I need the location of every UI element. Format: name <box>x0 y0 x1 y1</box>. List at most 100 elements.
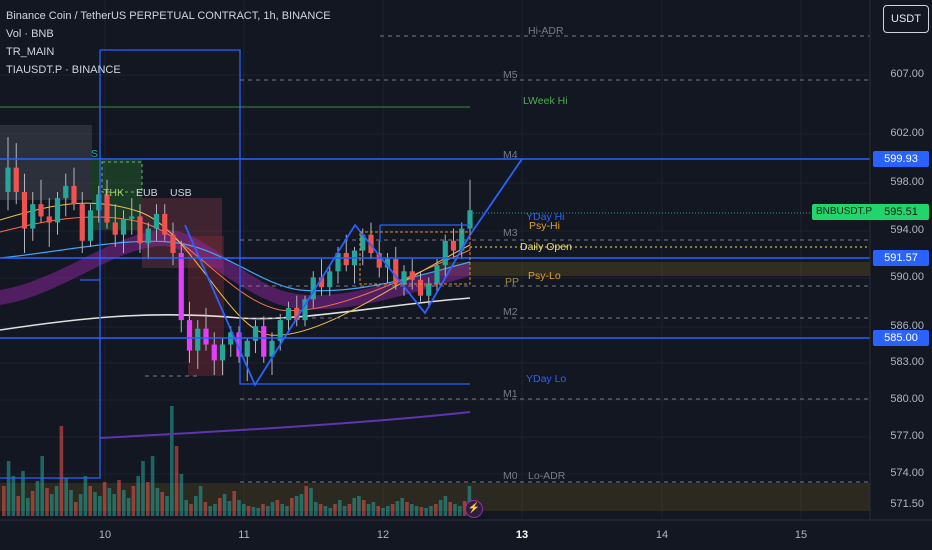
level-m3: M3 <box>503 227 518 239</box>
candle-body <box>162 213 168 235</box>
volume-bar <box>458 506 462 516</box>
candle-body <box>178 253 184 321</box>
volume-bar <box>117 480 121 516</box>
candle-body <box>79 204 85 241</box>
volume-bar <box>270 502 275 516</box>
candle-body <box>186 320 193 351</box>
volume-bar <box>194 496 198 516</box>
volume-bar <box>410 504 414 516</box>
candle-body <box>153 213 160 229</box>
candle-body <box>219 344 226 361</box>
lightning-icon[interactable]: ⚡ <box>465 500 483 518</box>
volume-bar <box>189 504 193 516</box>
volume-bar <box>26 498 30 516</box>
candle-body <box>442 240 448 266</box>
volume-bar <box>328 508 332 516</box>
volume-bar <box>146 482 150 516</box>
candle-body <box>5 167 11 192</box>
level-yday-hi: YDay Hi <box>526 211 565 223</box>
time-tick: 15 <box>794 529 808 541</box>
volume-bar <box>290 498 294 516</box>
candle <box>269 332 275 375</box>
indicator-vol[interactable]: Vol · BNB <box>6 28 54 40</box>
volume-bar <box>376 506 380 516</box>
level-psy-hi: Psy-Hi <box>529 220 560 232</box>
candle-body <box>137 216 143 244</box>
volume-bar <box>390 504 395 516</box>
price-tick: 580.00 <box>890 393 924 405</box>
volume-bar <box>237 500 241 516</box>
price-tick: 571.50 <box>890 498 924 510</box>
ma-orange-line <box>0 216 471 312</box>
candle <box>145 222 151 260</box>
volume-bar <box>78 494 83 516</box>
candle-body <box>38 204 44 217</box>
candle <box>327 265 333 296</box>
candle-body <box>360 234 366 251</box>
candle-body <box>310 277 316 300</box>
candle-body <box>409 271 415 280</box>
level-lweek-hi: LWeek Hi <box>523 95 568 107</box>
indicator-compare-symbol[interactable]: TIAUSDT.P · BINANCE <box>6 64 121 76</box>
candle <box>343 234 349 272</box>
candle <box>87 204 94 247</box>
candle <box>46 198 52 247</box>
currency-button[interactable]: USDT <box>883 5 929 33</box>
volume-bar <box>136 476 140 516</box>
volume-bar <box>414 506 419 516</box>
candle-body <box>195 328 201 351</box>
volume-bar <box>357 496 361 516</box>
ma-long-purple-line <box>99 411 471 439</box>
candle <box>467 179 473 235</box>
chart-title: Binance Coin / TetherUS PERPETUAL CONTRA… <box>6 10 331 22</box>
volume-bar <box>122 490 126 516</box>
psy-box <box>359 231 471 285</box>
volume-bar <box>448 502 452 516</box>
volume-bar <box>256 508 260 516</box>
candle-body <box>302 299 308 321</box>
candle <box>310 271 316 308</box>
purple-band <box>0 229 470 310</box>
volume-bar <box>203 502 208 516</box>
volume-bar <box>59 426 64 516</box>
candle-body <box>46 216 52 223</box>
yday-range-box <box>100 49 470 385</box>
volume-bar <box>434 504 438 516</box>
candle-body <box>426 283 432 296</box>
volume-bar <box>400 498 404 516</box>
volume-bar <box>30 491 35 516</box>
indicator-tr-main[interactable]: TR_MAIN <box>6 46 55 58</box>
volume-bar <box>261 504 265 516</box>
candle <box>459 222 465 260</box>
volume-bar <box>102 482 107 516</box>
volume-bar <box>266 506 270 516</box>
level-daily-open: Daily Open <box>520 241 572 253</box>
current-price-badge: 595.51 <box>873 204 929 220</box>
volume-bar <box>381 508 385 516</box>
ma-yellow-line <box>0 202 471 336</box>
candle <box>285 301 292 333</box>
volume-bar <box>2 486 6 516</box>
candle-body <box>71 185 77 205</box>
volume-bar <box>50 494 54 516</box>
candle <box>129 198 135 235</box>
candle <box>211 332 217 375</box>
candle <box>186 301 193 363</box>
candle-body <box>96 194 102 211</box>
candle <box>426 277 432 308</box>
volume-bar <box>35 481 40 516</box>
volume-bar <box>342 506 347 516</box>
volume-bar <box>246 506 251 516</box>
volume-bar <box>242 504 246 516</box>
level-m4: M4 <box>503 149 518 161</box>
session-label-s: S <box>91 148 99 160</box>
volume-bar <box>11 476 16 516</box>
candle-body <box>376 253 382 268</box>
candle-body <box>13 167 19 192</box>
session-label-usb: USB <box>170 187 192 199</box>
pivot-levels <box>0 35 870 483</box>
candle-body <box>384 259 391 268</box>
volume-bar <box>112 494 116 516</box>
volume-bar <box>371 502 376 516</box>
